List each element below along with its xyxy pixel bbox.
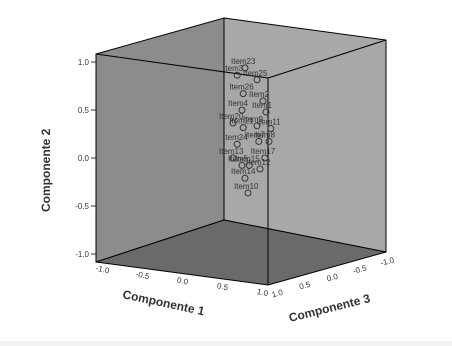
point-label: Item17 xyxy=(251,147,276,156)
z-tick-label: 0.0 xyxy=(326,272,340,284)
point-label: Item12 xyxy=(246,158,271,167)
point-label: Item1 xyxy=(252,101,273,110)
scatter-point xyxy=(253,122,261,130)
z-tick-label: 1.0 xyxy=(271,288,285,300)
y-axis-ticks: -1.0 -0.5 0.0 0.5 1.0 xyxy=(75,58,96,259)
point-label: Item24 xyxy=(223,133,248,142)
point-label: Item3 xyxy=(223,64,244,73)
point-label: Item26 xyxy=(229,83,254,92)
back-wall xyxy=(95,17,225,263)
scatter-point xyxy=(233,71,241,79)
point-label: Item2 xyxy=(249,90,270,99)
scatter-point xyxy=(256,165,264,173)
point-label: Item10 xyxy=(234,182,259,191)
x-tick-label: 0.5 xyxy=(216,281,229,292)
x-tick-label: -0.5 xyxy=(135,269,151,281)
scatter-point xyxy=(241,64,249,72)
point-label: Item20 xyxy=(219,112,244,121)
x-tick-label: 1.0 xyxy=(256,287,269,298)
z-axis-title: Componente 3 xyxy=(287,291,372,325)
point-label: Item25 xyxy=(243,69,268,78)
z-tick-label: 0.5 xyxy=(298,280,312,292)
z-tick-label: -0.5 xyxy=(352,263,368,276)
scatter-point xyxy=(267,125,275,133)
scatter-point xyxy=(265,137,273,145)
y-axis-title: Componente 2 xyxy=(39,128,53,212)
point-label: Item21 xyxy=(229,117,254,126)
scatter-point xyxy=(253,76,261,84)
scatter-point xyxy=(255,137,263,145)
scatter-point xyxy=(233,140,241,148)
x-axis-title: Componente 1 xyxy=(121,287,206,318)
x-tick-label: -1.0 xyxy=(95,264,111,276)
scatter-point xyxy=(229,119,237,127)
box-edge xyxy=(267,39,387,79)
scatter-point xyxy=(229,154,237,162)
z-tick-label: -1.0 xyxy=(379,255,395,268)
z-axis-ticks: 1.0 0.5 0.0 -0.5 -1.0 xyxy=(271,255,396,299)
point-label: Item5 xyxy=(228,154,249,163)
box-edge xyxy=(95,53,269,79)
point-label: Item11 xyxy=(257,118,281,127)
x-tick-label: 0.0 xyxy=(176,275,189,286)
point-label: Item8 xyxy=(255,130,276,139)
point-label: Item14 xyxy=(231,167,256,176)
y-tick-label: 1.0 xyxy=(78,58,90,67)
scatter-point xyxy=(244,189,252,197)
point-label: Item7 xyxy=(245,130,266,139)
x-axis-ticks: -1.0 -0.5 0.0 0.5 1.0 xyxy=(95,264,270,299)
y-tick-label: 0.0 xyxy=(78,154,90,163)
scatter-point xyxy=(261,154,269,162)
point-label: Item4 xyxy=(228,99,249,108)
scatter-point xyxy=(241,174,249,182)
scatter-point xyxy=(259,97,267,105)
scatter-point xyxy=(262,108,270,116)
floor xyxy=(95,219,387,286)
scatter-point xyxy=(239,90,247,98)
scatter-point xyxy=(239,124,247,132)
point-label: Item15 xyxy=(235,154,260,163)
scatter-point xyxy=(238,161,246,169)
y-tick-label: 0.5 xyxy=(78,106,90,115)
scatter-point xyxy=(238,106,246,114)
point-label: Item23 xyxy=(231,57,256,66)
point-label: Item9 xyxy=(243,115,264,124)
y-tick-label: -1.0 xyxy=(75,250,89,259)
scatter-point xyxy=(245,161,253,169)
y-tick-label: -0.5 xyxy=(75,202,89,211)
point-label: Item13 xyxy=(219,147,244,156)
